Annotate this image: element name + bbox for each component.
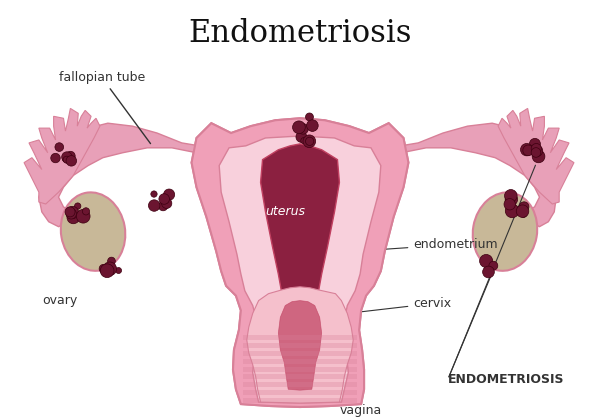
Text: ovary: ovary [42,294,77,307]
Circle shape [532,145,543,156]
Circle shape [76,210,90,223]
Circle shape [161,198,172,209]
Circle shape [164,189,175,200]
Circle shape [151,191,157,197]
Circle shape [67,206,79,219]
Circle shape [62,156,68,162]
Circle shape [482,266,494,278]
Polygon shape [243,359,357,364]
Circle shape [116,267,122,274]
Circle shape [521,143,533,156]
Circle shape [66,209,76,219]
Ellipse shape [473,192,537,271]
Circle shape [159,194,169,204]
Polygon shape [498,109,574,204]
Circle shape [479,254,493,268]
Polygon shape [243,390,357,395]
Text: cervix: cervix [350,297,451,313]
Polygon shape [243,335,357,340]
Text: vagina: vagina [302,395,382,417]
Circle shape [148,200,160,211]
Circle shape [103,262,116,276]
Circle shape [484,256,491,264]
Circle shape [55,143,64,151]
Circle shape [489,261,498,270]
Polygon shape [243,367,357,372]
Polygon shape [191,118,409,407]
Circle shape [65,207,75,217]
Circle shape [74,203,81,209]
Ellipse shape [61,192,125,271]
Circle shape [158,202,168,211]
Text: ENDOMETRIOSIS: ENDOMETRIOSIS [448,373,565,386]
Text: Endometriosis: Endometriosis [188,18,412,49]
Polygon shape [247,287,353,403]
Circle shape [505,193,518,206]
Circle shape [505,204,519,218]
Text: uterus: uterus [265,205,305,218]
Circle shape [488,264,494,270]
Polygon shape [191,118,409,407]
Circle shape [296,132,307,142]
Circle shape [107,257,115,265]
Circle shape [305,113,313,121]
Polygon shape [243,351,357,356]
Circle shape [504,199,515,210]
Circle shape [516,205,529,217]
Text: fallopian tube: fallopian tube [59,71,151,144]
Polygon shape [278,300,322,390]
Circle shape [531,147,541,157]
Circle shape [301,137,307,144]
Circle shape [529,138,541,149]
Circle shape [66,151,75,160]
Circle shape [532,150,545,163]
Circle shape [62,152,72,162]
Circle shape [521,211,527,217]
Polygon shape [243,398,357,403]
Polygon shape [384,123,556,227]
Circle shape [100,264,114,277]
Circle shape [298,124,308,134]
Text: endometrium: endometrium [357,238,498,251]
Circle shape [66,155,77,166]
Circle shape [519,202,529,212]
Polygon shape [243,343,357,348]
Circle shape [82,208,89,215]
Circle shape [523,145,533,156]
Circle shape [51,153,60,163]
Polygon shape [219,136,381,403]
Polygon shape [243,375,357,380]
Polygon shape [24,109,100,204]
Circle shape [99,264,108,273]
Circle shape [307,120,318,132]
Polygon shape [243,383,357,387]
Circle shape [293,121,305,134]
Polygon shape [39,123,216,227]
Circle shape [67,211,80,224]
Circle shape [63,156,70,163]
Circle shape [505,189,517,202]
Circle shape [531,143,541,154]
Circle shape [303,135,316,147]
Circle shape [305,137,314,145]
Polygon shape [260,144,340,399]
